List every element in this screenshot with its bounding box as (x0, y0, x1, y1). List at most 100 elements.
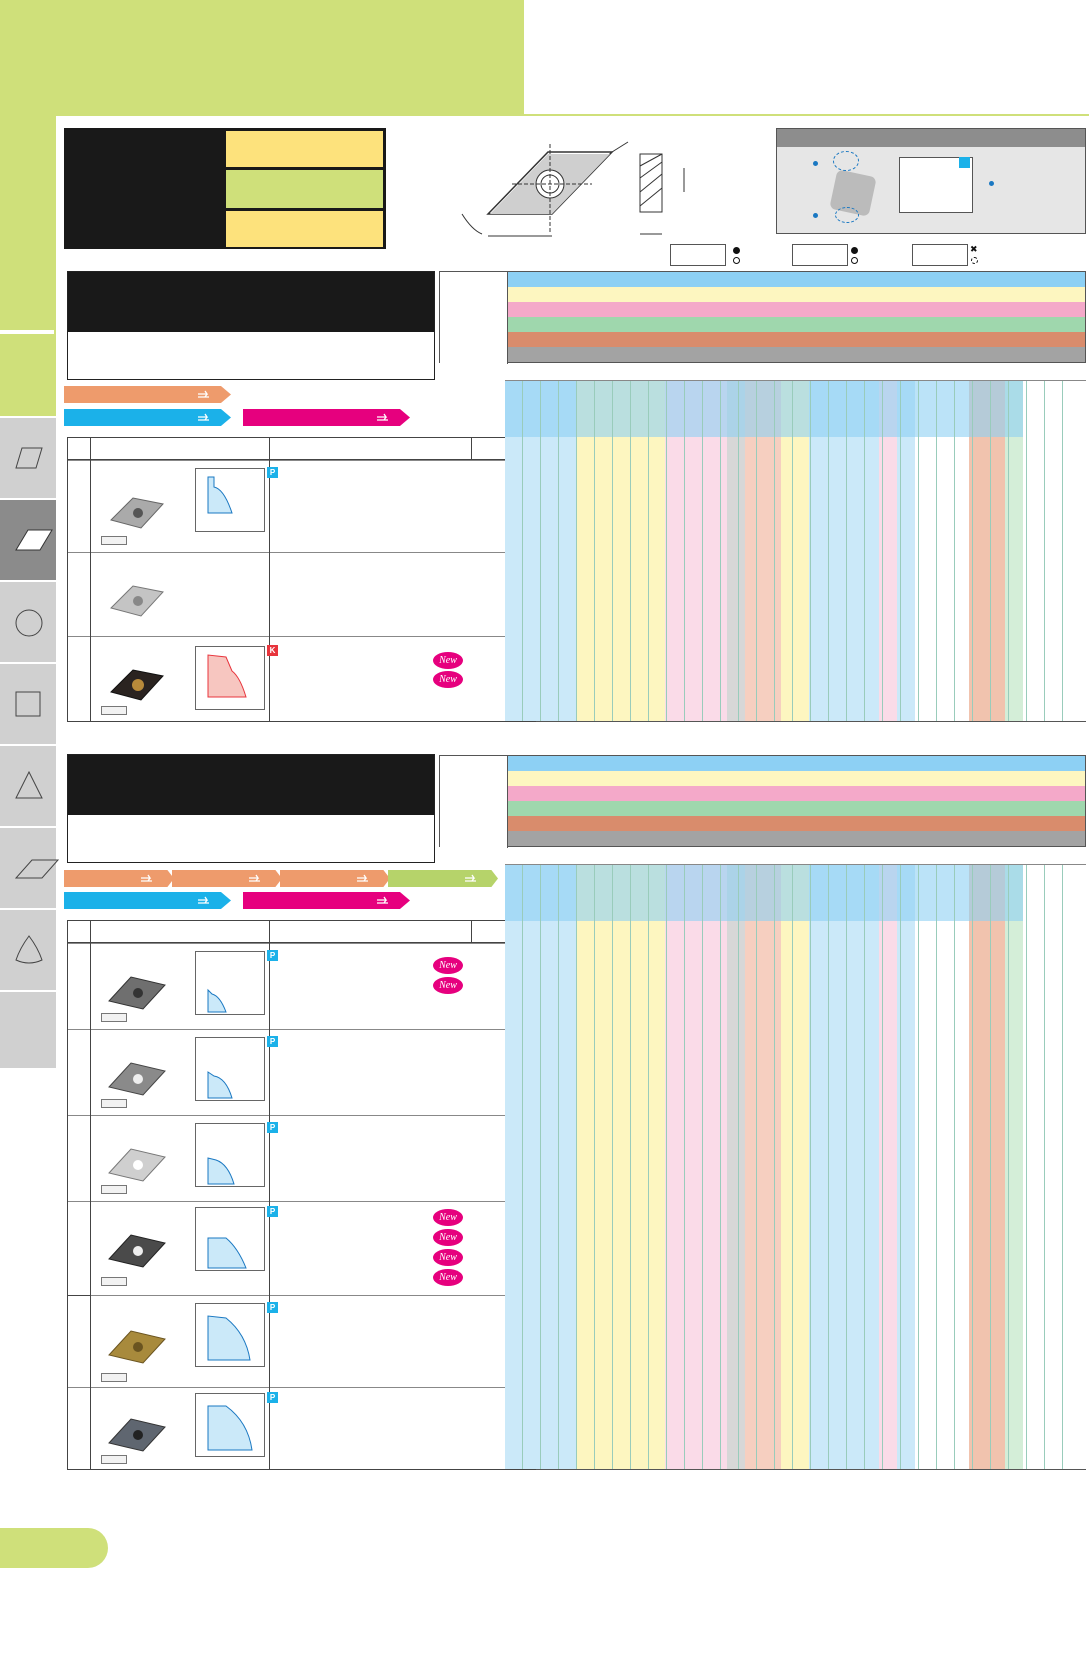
section1-arrow-orange[interactable] (64, 386, 231, 403)
triangle-icon (15, 770, 43, 799)
banner-rule (524, 114, 1089, 116)
section2-arrow-green[interactable] (388, 870, 498, 887)
section1-arrow-magenta[interactable] (243, 409, 410, 426)
tag-p: P (267, 1302, 278, 1313)
sidebar-tab-square[interactable] (0, 662, 56, 744)
chipbreaker-chart: P (195, 1122, 278, 1187)
insert-image (101, 662, 171, 706)
legend-box-1 (670, 244, 726, 266)
sidebar-tab-rhombus-55[interactable] (0, 498, 56, 580)
chipbreaker-chart: P (195, 1392, 278, 1457)
sidebar-tab-empty[interactable] (0, 990, 56, 1068)
tag-p: P (267, 1206, 278, 1217)
grade-box (101, 1099, 127, 1108)
tag-p: P (267, 950, 278, 961)
grid-column (613, 381, 631, 721)
chipbreaker-chart: P (195, 950, 278, 1015)
grid-column (505, 865, 523, 1469)
section2-arrow-magenta[interactable] (243, 892, 410, 909)
hand-pointer-icon (198, 413, 209, 421)
sidebar-tab-parallelogram[interactable] (0, 826, 60, 908)
sidebar-tab-top[interactable] (0, 334, 56, 416)
section2-arrow-orange-3[interactable] (280, 870, 390, 887)
spec-cell-1 (226, 131, 383, 167)
grid-column (739, 381, 757, 721)
grid-column (775, 381, 793, 721)
section1-column-grid (505, 381, 1086, 722)
section2-header (67, 754, 435, 863)
sidebar-tab-triangle[interactable] (0, 744, 56, 826)
grid-column (541, 865, 559, 1469)
grid-column (667, 381, 685, 721)
table-row (68, 943, 536, 1029)
grade-box (101, 1185, 127, 1194)
grid-column (757, 381, 775, 721)
new-badge: New (433, 671, 463, 688)
section2-column-grid (505, 865, 1086, 1470)
grid-column (559, 865, 577, 1469)
grade-box (101, 536, 127, 545)
tag-p: P (267, 1392, 278, 1403)
insert-image (101, 1141, 171, 1185)
grid-column (1009, 381, 1027, 721)
grid-column (721, 381, 739, 721)
hand-pointer-icon (465, 874, 476, 882)
page-number-pill (0, 1528, 108, 1568)
new-badge: New (433, 957, 463, 974)
square-icon (15, 691, 41, 717)
hand-pointer-icon (357, 874, 368, 882)
parallelogram-icon (14, 859, 60, 879)
grid-column (991, 865, 1009, 1469)
grid-column (523, 381, 541, 721)
grid-column (775, 865, 793, 1469)
grid-column (865, 865, 883, 1469)
grid-column (793, 381, 811, 721)
section2-arrow-orange-1[interactable] (64, 870, 174, 887)
sidebar-tab-round[interactable] (0, 580, 56, 662)
side-strip (0, 116, 56, 330)
sidebar-tab-rhombus-80[interactable] (0, 416, 56, 498)
section1-arrow-cyan[interactable] (64, 409, 231, 426)
grid-column (901, 865, 919, 1469)
table-row (68, 460, 536, 552)
spec-cell-2 (226, 170, 383, 208)
tag-p: P (267, 1122, 278, 1133)
grid-column (919, 381, 937, 721)
insert-image (101, 1055, 171, 1099)
insert-image (101, 1411, 171, 1455)
chipbreaker-chart: P (195, 1206, 278, 1271)
rhombus-icon (15, 529, 53, 551)
legend-dot-half (851, 247, 858, 254)
tag-p: P (267, 1036, 278, 1047)
grid-column (973, 381, 991, 721)
grade-box (101, 1455, 127, 1464)
grid-column (793, 865, 811, 1469)
section2-arrow-orange-2[interactable] (172, 870, 282, 887)
legend-dot-solid (733, 247, 740, 254)
section2-arrow-cyan[interactable] (64, 892, 231, 909)
section1-grid-subrow (505, 363, 1086, 381)
grid-column (577, 865, 595, 1469)
insert-image (101, 578, 171, 622)
new-badge: New (433, 1249, 463, 1266)
explanation-box (776, 128, 1086, 234)
grid-column (847, 865, 865, 1469)
grade-box (101, 1373, 127, 1382)
new-badge: New (433, 1229, 463, 1246)
grid-column (937, 381, 955, 721)
grid-column (1045, 865, 1063, 1469)
insert-image (101, 490, 171, 534)
table-row (68, 1201, 536, 1295)
legend-cross: ✖ (970, 244, 978, 254)
hand-pointer-icon (249, 874, 260, 882)
sidebar-tab-trigon[interactable] (0, 908, 56, 990)
grid-column (631, 865, 649, 1469)
grid-column (577, 381, 595, 721)
grid-column (703, 865, 721, 1469)
rhombus-icon (15, 447, 43, 469)
grid-column (1027, 865, 1045, 1469)
section1-product-table: P K New New (67, 437, 537, 722)
legend-box-2 (792, 244, 848, 266)
grid-column (901, 381, 919, 721)
grid-column (1045, 381, 1063, 721)
